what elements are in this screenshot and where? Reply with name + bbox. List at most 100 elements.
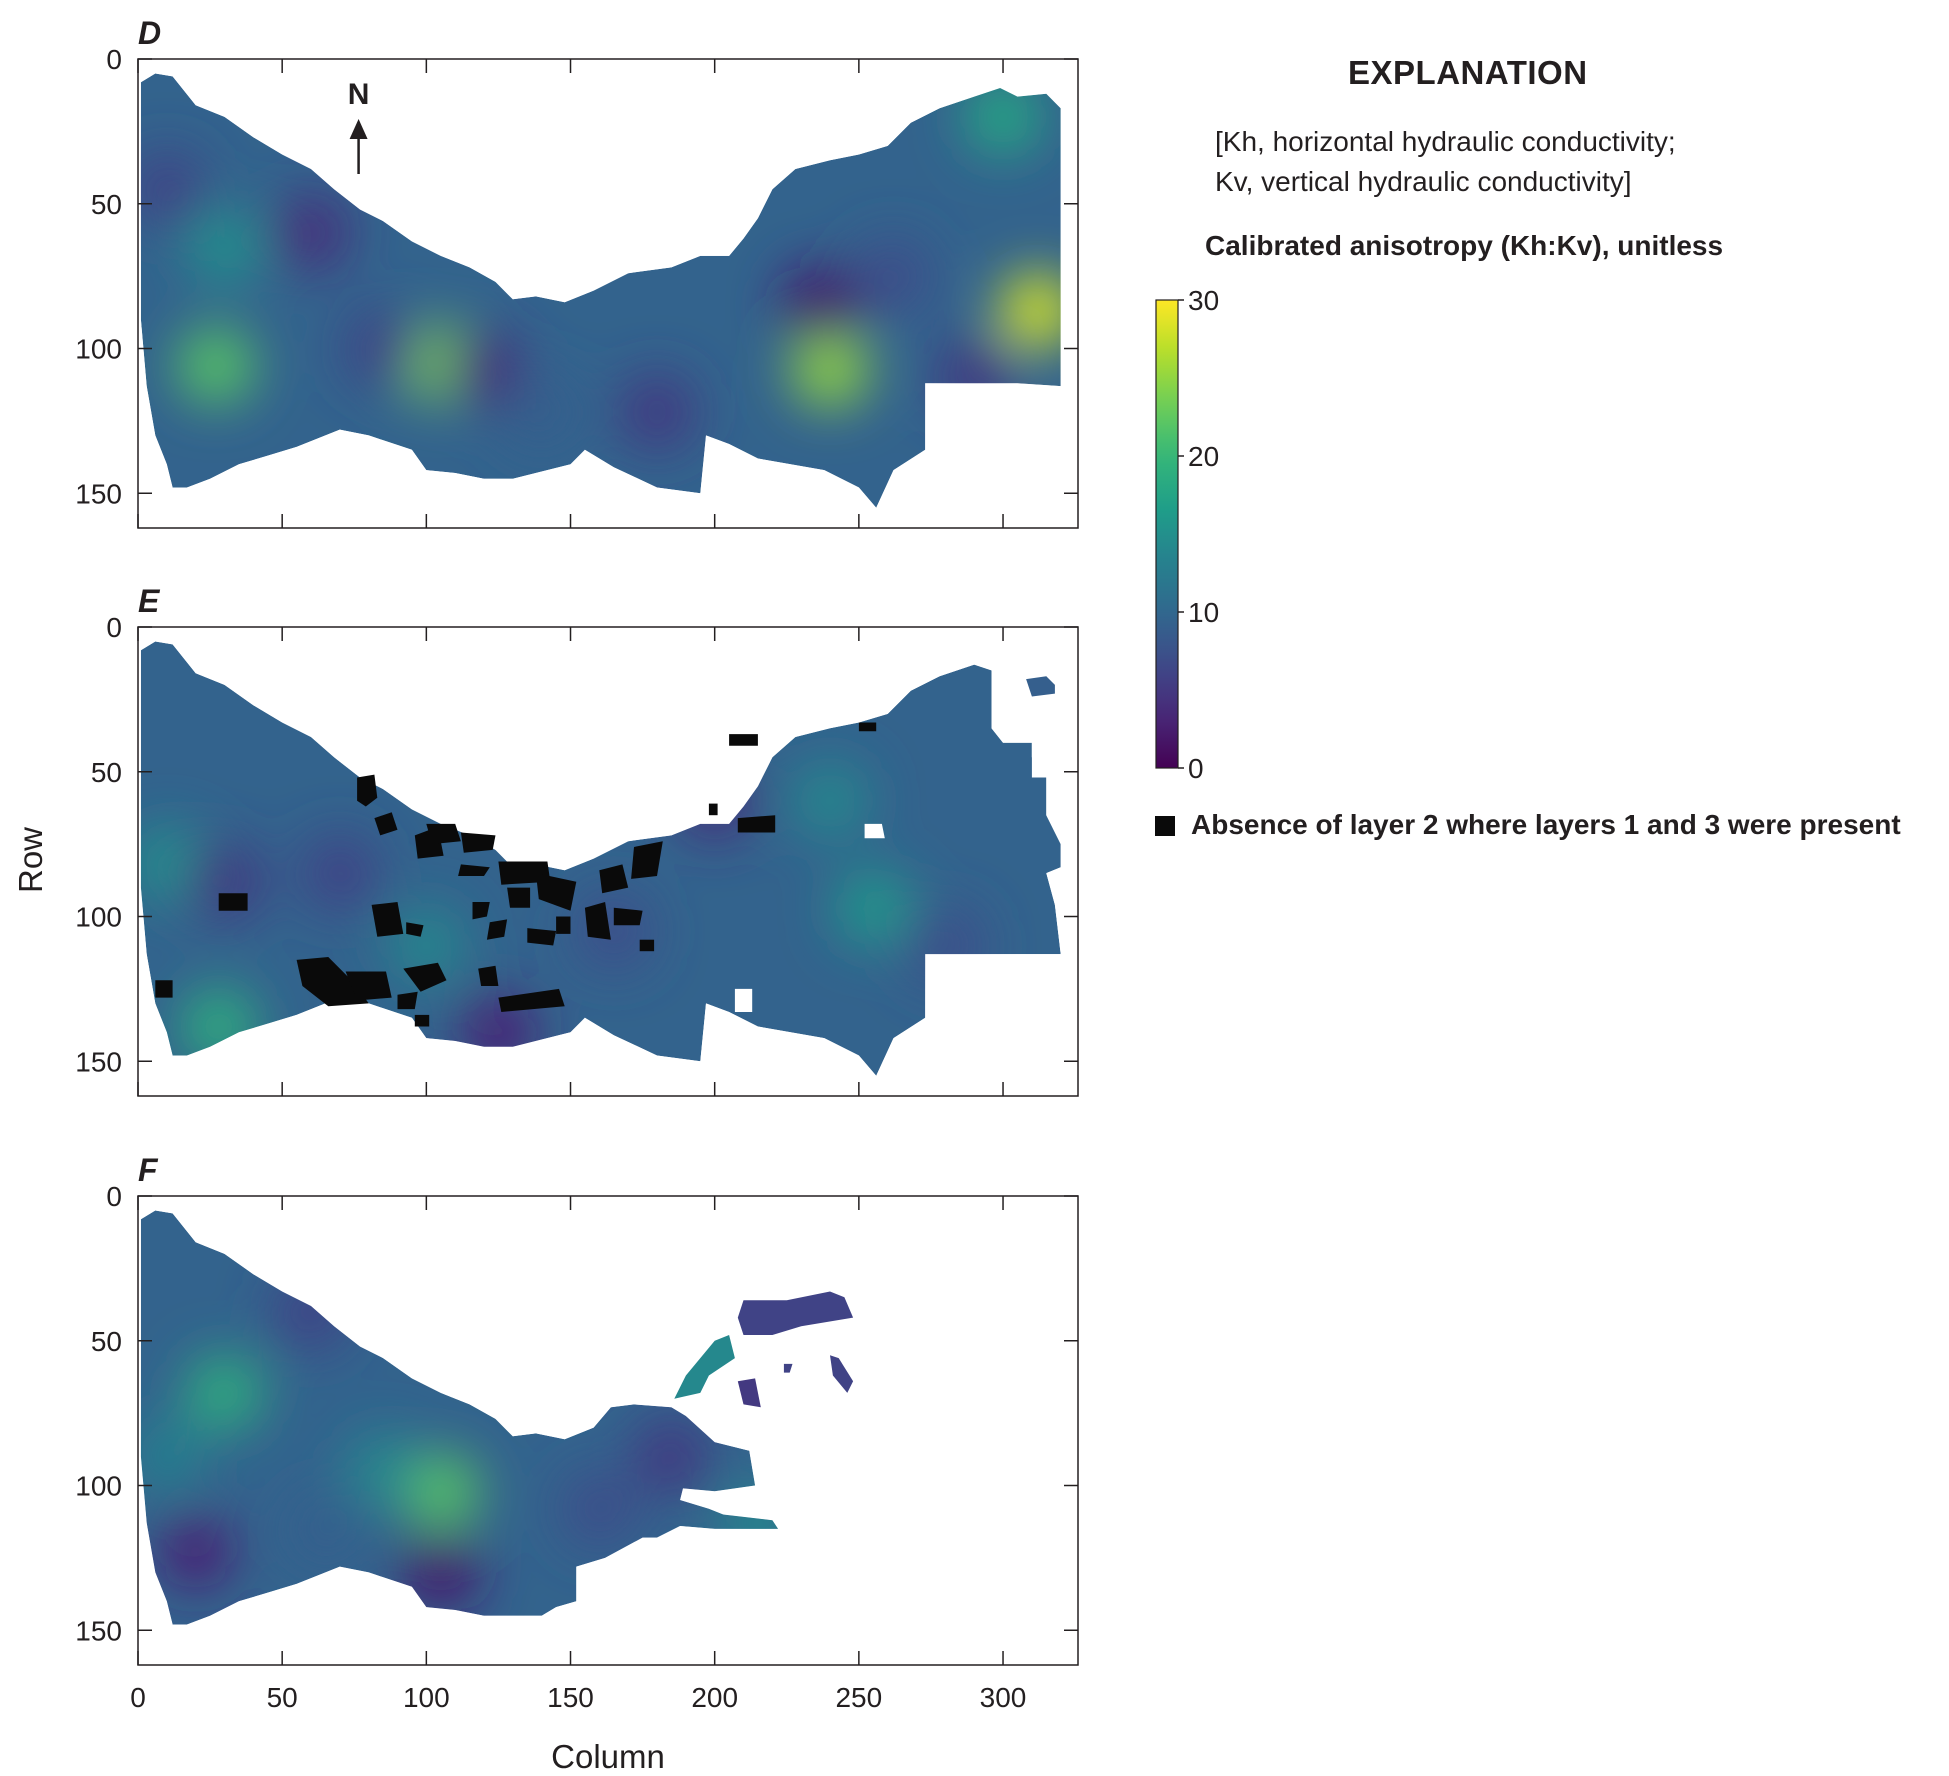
- heatmap-D: [140, 73, 1061, 508]
- colorbar-tick-label: 10: [1188, 597, 1219, 628]
- heatmap-hotspot: [907, 907, 984, 984]
- y-tick-label: 100: [75, 1471, 122, 1502]
- heatmap-hotspot: [619, 374, 696, 451]
- y-tick-label: 50: [91, 757, 122, 788]
- absence-swatch: [1155, 816, 1175, 836]
- north-arrow-label: N: [348, 78, 370, 111]
- heatmap-hotspot: [561, 1470, 638, 1547]
- heatmap-hotspot: [345, 310, 422, 387]
- absence-cell: [708, 803, 718, 816]
- absence-cell: [414, 1014, 430, 1027]
- absence-legend-item: Absence of layer 2 where layers 1 and 3 …: [1155, 809, 1901, 841]
- heatmap-hotspot: [140, 1418, 205, 1495]
- absence-cell: [729, 734, 758, 746]
- heatmap-hotspot: [835, 869, 912, 946]
- north-arrow-head: [349, 119, 368, 139]
- absence-cell: [527, 928, 557, 946]
- absence-cell: [556, 916, 571, 934]
- heatmap-hotspot: [792, 762, 869, 839]
- absence-cell: [472, 902, 490, 920]
- panel-label: D: [138, 15, 161, 51]
- y-tick-label: 100: [75, 902, 122, 933]
- absence-cell: [218, 893, 248, 911]
- region-fill: [140, 641, 1061, 1076]
- panel-label: F: [138, 1152, 159, 1188]
- x-tick-label: 0: [130, 1682, 146, 1713]
- heatmap-E: [140, 641, 1061, 1076]
- absence-cell: [599, 864, 629, 894]
- y-tick-label: 150: [75, 478, 122, 509]
- data-gap: [1031, 742, 1055, 778]
- absence-cell: [737, 815, 776, 833]
- heatmap-island: [674, 1335, 735, 1399]
- heatmap-hotspot: [855, 238, 932, 315]
- y-tick-label: 50: [91, 189, 122, 220]
- absence-cell: [426, 823, 461, 845]
- y-tick-label: 50: [91, 1326, 122, 1357]
- explanation-note: [Kh, horizontal hydraulic conductivity; …: [1215, 122, 1676, 202]
- colorbar: 0 10 20 30: [1155, 285, 1219, 784]
- data-gap: [864, 823, 885, 839]
- heatmap-hotspot: [719, 1485, 779, 1562]
- heatmap-hotspot: [186, 209, 263, 286]
- heatmap-hotspot: [575, 892, 652, 969]
- panel-D: D0 50 100 150 N: [75, 15, 1079, 529]
- x-tick-label: 300: [980, 1682, 1027, 1713]
- heatmap-hotspot: [140, 826, 205, 903]
- heatmap-F: [140, 1210, 779, 1625]
- heatmap-hotspot: [965, 78, 1042, 155]
- x-axis-label: Column: [551, 1738, 665, 1775]
- heatmap-hotspot: [273, 194, 350, 271]
- heatmap-hotspot: [180, 988, 257, 1065]
- heatmap-hotspot: [177, 327, 254, 404]
- panel-label: E: [138, 583, 161, 619]
- heatmap-island: [1026, 676, 1055, 697]
- heatmap-island: [783, 1363, 793, 1373]
- absence-cell: [345, 971, 392, 1001]
- heatmap-hotspot: [503, 374, 580, 451]
- heatmap-hotspot: [792, 330, 869, 407]
- absence-cell: [458, 864, 490, 876]
- colorbar-gradient: [1155, 299, 1179, 769]
- heatmap-hotspot: [140, 151, 205, 228]
- y-tick-label: 0: [106, 44, 122, 75]
- x-tick-label: 100: [403, 1682, 450, 1713]
- explanation-note-line-1: [Kh, horizontal hydraulic conductivity;: [1215, 126, 1676, 157]
- absence-cell: [535, 873, 577, 911]
- absence-cell: [374, 812, 398, 836]
- y-tick-label: 0: [106, 1181, 122, 1212]
- colorbar-tick-label: 20: [1188, 441, 1219, 472]
- absence-cell: [639, 939, 655, 952]
- absence-cell: [371, 902, 404, 937]
- heatmap-hotspot: [446, 330, 523, 407]
- data-gap: [734, 988, 753, 1012]
- absence-cell: [507, 887, 531, 908]
- absence-cell: [584, 902, 611, 940]
- y-tick-label: 150: [75, 1046, 122, 1077]
- heatmap-hotspot: [345, 1433, 422, 1510]
- colorbar-tick-label: 0: [1188, 753, 1204, 784]
- heatmap-hotspot: [402, 1534, 479, 1611]
- absence-cell: [403, 962, 447, 992]
- x-tick-label: 150: [547, 1682, 594, 1713]
- plot-frame: [137, 1195, 1079, 1666]
- absence-label: Absence of layer 2 where layers 1 and 3 …: [1191, 809, 1901, 840]
- heatmap-hotspot: [633, 1418, 710, 1495]
- heatmap-island: [737, 1291, 854, 1335]
- heatmap-hotspot: [936, 339, 1013, 416]
- heatmap-island: [830, 1355, 854, 1393]
- absence-cell: [631, 841, 663, 879]
- plot-frame: [137, 58, 1079, 529]
- heatmap-hotspot: [999, 272, 1061, 349]
- heatmap-hotspot: [157, 1514, 234, 1591]
- absence-cell: [155, 980, 173, 998]
- plot-frame: [137, 626, 1079, 1097]
- absence-cell: [296, 957, 369, 1007]
- explanation-title: EXPLANATION: [1348, 54, 1588, 91]
- heatmap-hotspot: [273, 1273, 350, 1350]
- north-arrow: N: [348, 78, 370, 174]
- x-tick-label: 50: [267, 1682, 298, 1713]
- heatmap-hotspot: [287, 1490, 364, 1567]
- absence-cell: [460, 832, 496, 853]
- y-tick-label: 0: [106, 612, 122, 643]
